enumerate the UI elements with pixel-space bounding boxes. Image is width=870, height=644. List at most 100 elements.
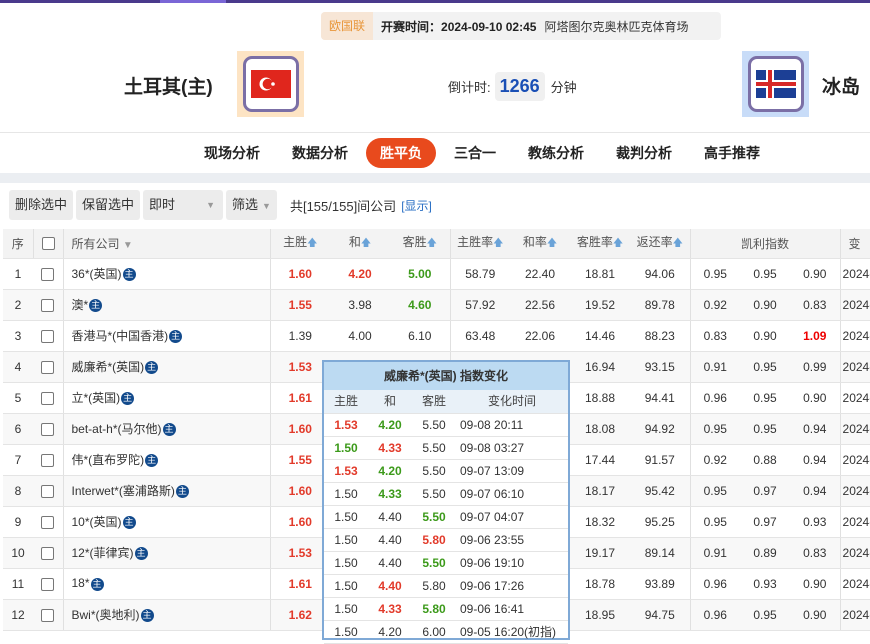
filter-select[interactable]: 筛选 ▼ [226,190,277,220]
change-time: 2024- [840,475,870,507]
tab-4[interactable]: 教练分析 [528,145,584,161]
tab-3[interactable]: 三合一 [454,145,496,161]
table-row[interactable]: 7 伟*(直布罗陀) 主 1.55 17.44 91.57 0.92 0.88 0.… [3,444,870,476]
row-checkbox[interactable] [33,320,64,352]
home-team-name[interactable]: 土耳其(主) [124,77,213,98]
change-time: 2024- [840,413,870,445]
popup-row: 1.50 4.33 5.50 09-08 03:27 [324,437,568,460]
kelly-home: 0.91 [690,351,740,383]
sort-up-icon: 🡅 [546,238,558,250]
cell-a: 6.10 [390,320,451,352]
col-return[interactable]: 返还率🡅 [630,229,691,259]
popup-title: 威廉希*(英国) 指数变化 [324,362,568,390]
kelly-draw: 0.93 [740,568,790,600]
row-number: 5 [3,382,33,414]
select-all-checkbox[interactable] [33,229,64,259]
col-home[interactable]: 主胜🡅 [270,229,330,259]
show-link[interactable]: [显示] [401,198,432,213]
away-team-name[interactable]: 冰岛 [822,77,861,98]
table-row[interactable]: 3 香港马*(中国香港) 主 1.39 4.00 6.10 63.48 22.06 14.… [3,320,870,352]
company-name[interactable]: Interwet*(塞浦路斯) 主 [63,475,271,507]
company-name[interactable]: Bwi*(奥地利) 主 [63,599,271,631]
cell-h: 1.53 [270,537,330,569]
row-checkbox[interactable] [33,289,64,321]
cell-d: 4.00 [330,320,390,352]
table-row[interactable]: 1 36*(英国) 主 1.60 4.20 5.00 58.79 22.40 18.81 9… [3,258,870,290]
row-checkbox[interactable] [33,537,64,569]
cell-h: 1.53 [270,351,330,383]
change-time: 2024- [840,506,870,538]
league-label[interactable]: 欧国联 [321,12,374,40]
divider [0,132,870,133]
company-name[interactable]: 香港马*(中国香港) 主 [63,320,271,352]
company-name[interactable]: bet-at-h*(马尔他) 主 [63,413,271,445]
row-checkbox[interactable] [33,351,64,383]
company-name[interactable]: 18* 主 [63,568,271,600]
main-badge-icon: 主 [175,485,189,499]
tab-1[interactable]: 数据分析 [292,145,348,161]
row-number: 4 [3,351,33,383]
cell-a: 4.60 [390,289,451,321]
tab-0[interactable]: 现场分析 [204,145,260,161]
col-draw-rate[interactable]: 和率🡅 [510,229,570,259]
cell-dr: 22.06 [510,320,570,352]
col-away[interactable]: 客胜🡅 [390,229,451,259]
company-name[interactable]: 36*(英国) 主 [63,258,271,290]
row-checkbox[interactable] [33,599,64,631]
row-checkbox[interactable] [33,568,64,600]
row-checkbox[interactable] [33,506,64,538]
tab-2[interactable]: 胜平负 [366,138,436,168]
cell-ar: 18.32 [570,506,630,538]
cell-d: 3.98 [330,289,390,321]
col-home-rate[interactable]: 主胜率🡅 [450,229,510,259]
filter-label: 筛选 [232,197,259,212]
popup-time: 09-08 20:11 [460,418,524,432]
mode-select[interactable]: 即时 ▼ [143,190,224,220]
popup-away: 5.50 [422,487,446,501]
cell-ret: 93.15 [630,351,691,383]
countdown-unit: 分钟 [550,80,577,95]
kelly-away: 0.94 [790,444,841,476]
popup-time: 09-07 06:10 [460,487,525,501]
away-team-flag[interactable] [742,51,809,117]
table-row[interactable]: 2 澳* 主 1.55 3.98 4.60 57.92 22.56 19.52 89.78 … [3,289,870,321]
company-name[interactable]: 12*(菲律宾) 主 [63,537,271,569]
iceland-flag-icon [755,70,796,98]
company-name[interactable]: 澳* 主 [63,289,271,321]
tab-6[interactable]: 高手推荐 [704,145,760,161]
sort-up-icon: 🡅 [612,238,624,250]
kelly-away: 0.90 [790,258,841,290]
col-company[interactable]: 所有公司 ▼ [63,229,271,259]
popup-col-draw: 和 [383,394,396,408]
home-team-flag[interactable] [237,51,304,117]
table-row[interactable]: 5 立*(英国) 主 1.61 18.88 94.41 0.96 0.95 0.90… [3,382,870,414]
change-time: 2024- [840,537,870,569]
popup-away: 5.80 [422,533,446,547]
cell-ret: 94.41 [630,382,691,414]
company-name[interactable]: 立*(英国) 主 [63,382,271,414]
row-number: 2 [3,289,33,321]
popup-col-away: 客胜 [421,394,446,408]
chevron-down-icon: ▼ [206,200,216,210]
row-checkbox[interactable] [33,258,64,290]
cell-h: 1.60 [270,506,330,538]
row-checkbox[interactable] [33,382,64,414]
row-checkbox[interactable] [33,475,64,507]
col-draw[interactable]: 和🡅 [330,229,390,259]
cell-ar: 19.52 [570,289,630,321]
cell-ar: 18.08 [570,413,630,445]
row-number: 12 [3,599,33,631]
company-name[interactable]: 10*(英国) 主 [63,506,271,538]
col-away-rate[interactable]: 客胜率🡅 [570,229,630,259]
company-name[interactable]: 威廉希*(英国) 主 [63,351,271,383]
row-number: 8 [3,475,33,507]
company-name[interactable]: 伟*(直布罗陀) 主 [63,444,271,476]
cell-ar: 17.44 [570,444,630,476]
row-checkbox[interactable] [33,413,64,445]
tab-5[interactable]: 裁判分析 [616,145,672,161]
delete-selected-button[interactable]: 删除选中 [9,190,74,220]
row-checkbox[interactable] [33,444,64,476]
cell-h: 1.60 [270,475,330,507]
kelly-home: 0.95 [690,258,740,290]
keep-selected-button[interactable]: 保留选中 [76,190,141,220]
